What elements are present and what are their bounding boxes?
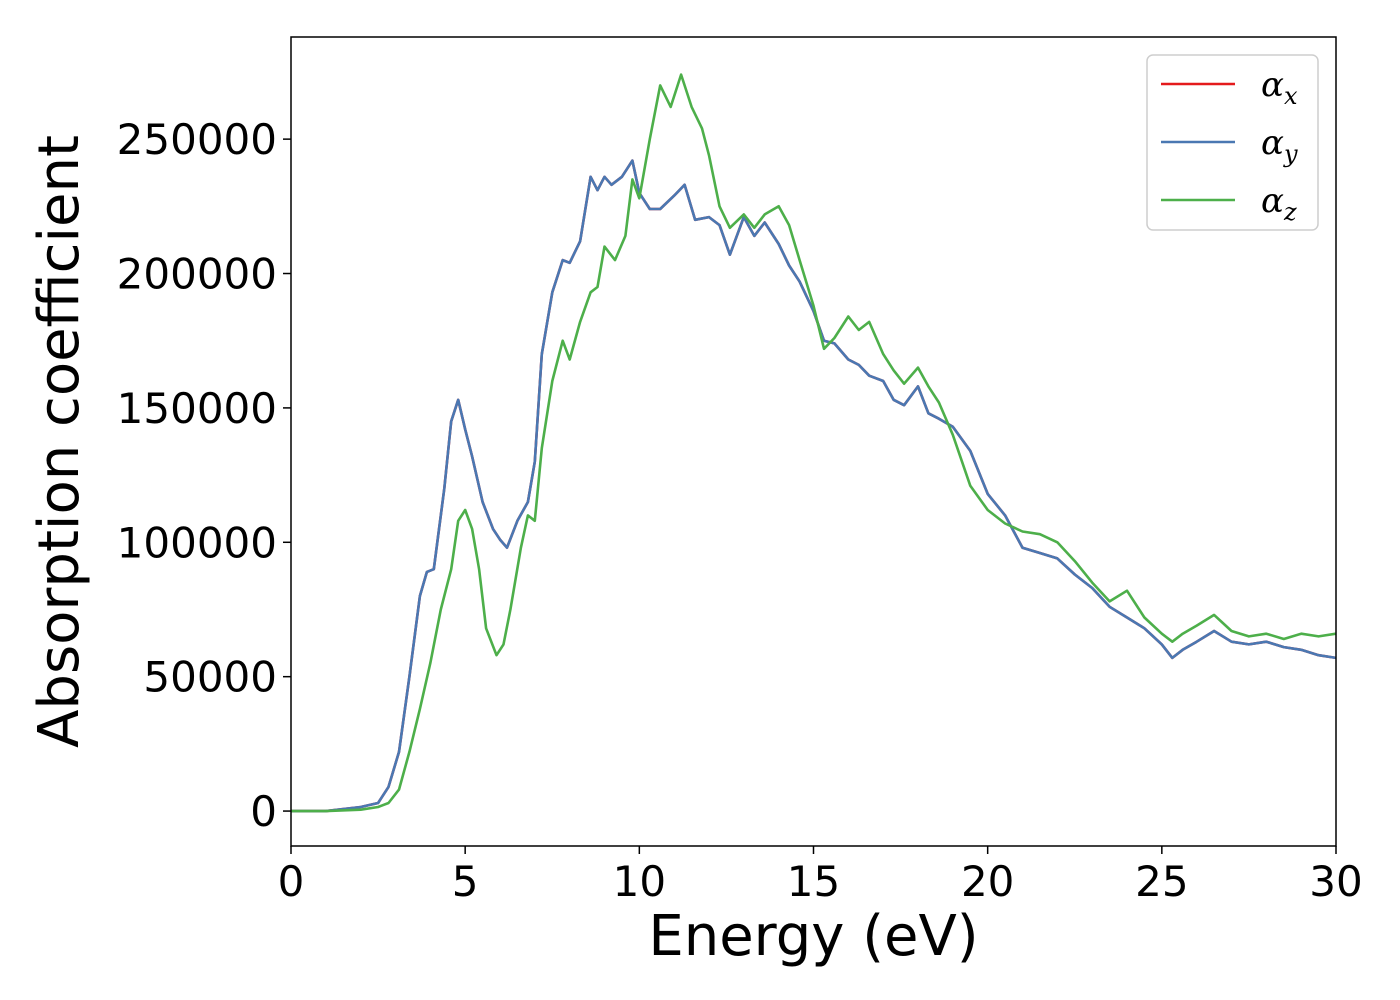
y-axis: 0 50000 100000 150000 200000 250000 — [117, 115, 291, 836]
legend-entry-y: αy — [1261, 123, 1298, 168]
x-axis-label: Energy (eV) — [648, 904, 978, 969]
y-tick-label: 200000 — [117, 250, 277, 299]
legend-entry-x: αx — [1261, 65, 1298, 110]
y-tick-label: 50000 — [143, 653, 277, 702]
y-tick-label: 100000 — [117, 518, 277, 567]
x-axis: 0 5 10 15 20 25 30 — [278, 846, 1363, 906]
y-tick-label: 150000 — [117, 384, 277, 433]
series-line-z — [291, 73, 1336, 813]
x-tick-label: 10 — [613, 857, 666, 906]
legend: αx αy αz — [1146, 54, 1319, 231]
series-layer — [291, 73, 1336, 813]
series-line-y — [291, 159, 1336, 813]
y-tick-label: 250000 — [117, 115, 277, 164]
y-tick-label: 0 — [250, 787, 277, 836]
y-axis-label: Absorption coefficient — [27, 135, 92, 748]
x-tick-label: 0 — [278, 857, 305, 906]
x-tick-label: 15 — [787, 857, 840, 906]
x-tick-label: 30 — [1309, 857, 1362, 906]
x-tick-label: 5 — [452, 857, 479, 906]
series-line-x — [291, 159, 1336, 813]
x-tick-label: 25 — [1135, 857, 1188, 906]
legend-entry-z: αz — [1261, 181, 1297, 226]
x-tick-label: 20 — [961, 857, 1014, 906]
